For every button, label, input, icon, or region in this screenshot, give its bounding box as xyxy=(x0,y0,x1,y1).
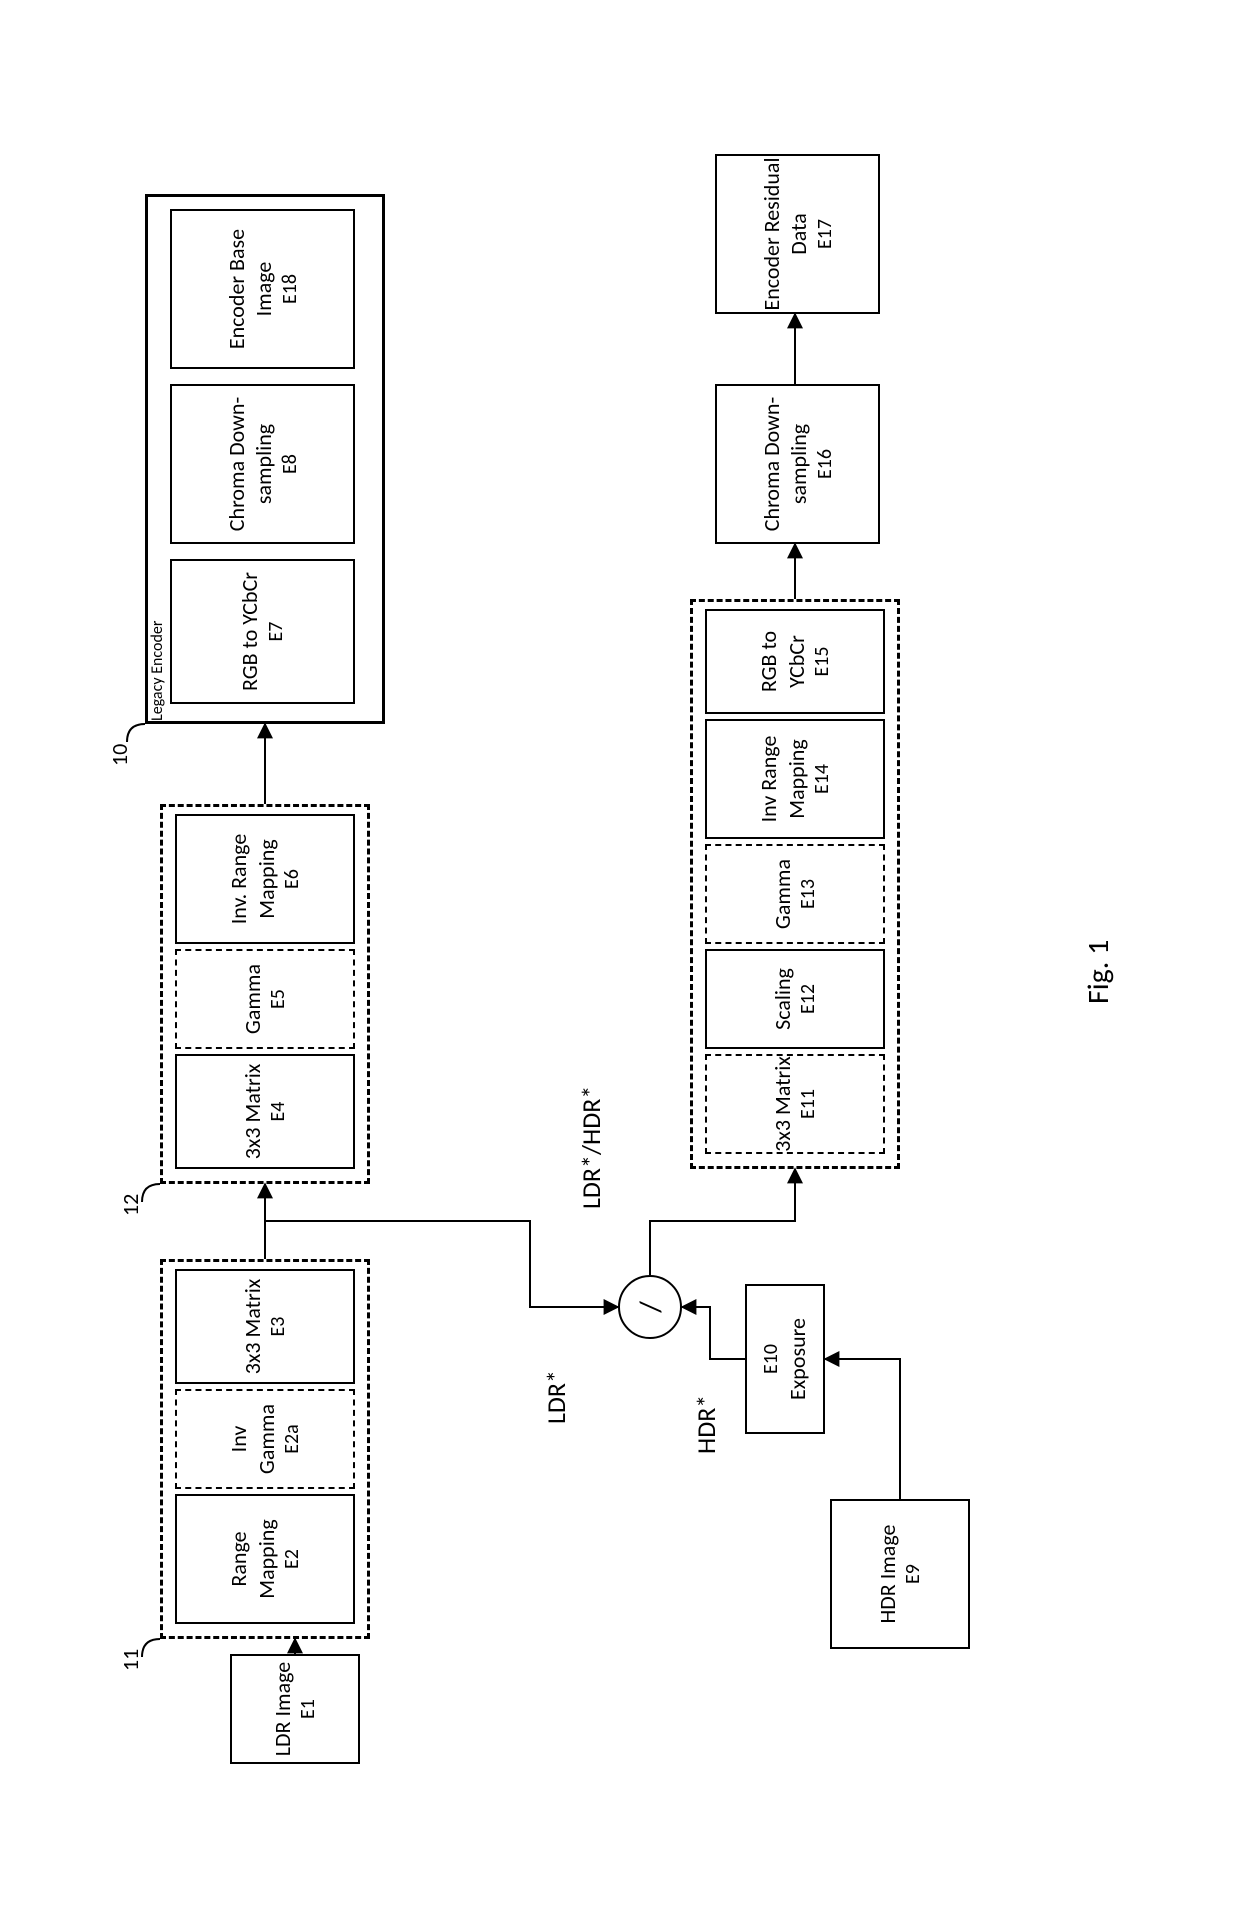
box-E11: 3x3 Matrix E11 xyxy=(705,1054,885,1154)
group-11-lead: 11 xyxy=(117,1648,144,1670)
box-E7: RGB to YCbCr E7 xyxy=(170,559,355,704)
figure-1-diagram: 11 12 10 Legacy Encoder LDR Image E1 Ran… xyxy=(90,104,1150,1804)
box-E2a: Inv Gamma E2a xyxy=(175,1389,355,1489)
box-E13-title: Gamma xyxy=(769,858,797,928)
box-E2-title: Range Mapping xyxy=(225,1496,280,1622)
box-E11-sub: E11 xyxy=(796,1088,821,1118)
box-E2a-title: Inv Gamma xyxy=(225,1391,280,1487)
box-E13: Gamma E13 xyxy=(705,844,885,944)
group-10-lead: 10 xyxy=(106,743,133,765)
box-E7-sub: E7 xyxy=(264,621,289,641)
box-E12-sub: E12 xyxy=(796,983,821,1013)
label-hdr-star: HDR* xyxy=(690,1394,722,1453)
box-E12-title: Scaling xyxy=(769,968,797,1030)
box-E9-sub: E9 xyxy=(901,1564,926,1584)
box-E6: Inv. Range Mapping E6 xyxy=(175,814,355,944)
box-E13-sub: E13 xyxy=(796,878,821,908)
divide-op: / xyxy=(632,1301,669,1313)
box-E14-sub: E14 xyxy=(810,763,835,793)
box-E16-sub: E16 xyxy=(813,448,838,478)
box-E10-title: Exposure xyxy=(784,1318,812,1400)
box-E6-title: Inv. Range Mapping xyxy=(225,816,280,942)
group-12-lead: 12 xyxy=(117,1193,144,1215)
box-E8-sub: E8 xyxy=(278,454,303,474)
box-E5: Gamma E5 xyxy=(175,949,355,1049)
box-E15-sub: E15 xyxy=(810,646,835,676)
label-ldr-star: LDR* xyxy=(540,1370,572,1424)
box-E16: Chroma Down-sampling E16 xyxy=(715,384,880,544)
box-E2-sub: E2 xyxy=(280,1549,305,1569)
box-E10: E10 Exposure xyxy=(745,1284,825,1434)
box-E4: 3x3 Matrix E4 xyxy=(175,1054,355,1169)
box-E5-sub: E5 xyxy=(266,989,291,1009)
box-E1: LDR Image E1 xyxy=(230,1654,360,1764)
box-E2: Range Mapping E2 xyxy=(175,1494,355,1624)
box-E12: Scaling E12 xyxy=(705,949,885,1049)
box-E10-sub: E10 xyxy=(759,1343,784,1373)
box-E6-sub: E6 xyxy=(280,869,305,889)
box-E7-title: RGB to YCbCr xyxy=(236,572,264,691)
box-E17-sub: E17 xyxy=(813,218,838,248)
box-E3-title: 3x3 Matrix xyxy=(239,1278,267,1374)
box-E3-sub: E3 xyxy=(266,1316,291,1336)
box-E18-sub: E18 xyxy=(278,273,303,303)
box-E15-title: RGB to YCbCr xyxy=(755,611,810,712)
box-E1-title: LDR Image xyxy=(269,1661,297,1755)
group-10-label: Legacy Encoder xyxy=(148,620,167,720)
divide-circle: / xyxy=(618,1275,682,1339)
box-E9: HDR Image E9 xyxy=(830,1499,970,1649)
box-E14-title: Inv Range Mapping xyxy=(755,721,810,837)
box-E18: Encoder Base Image E18 xyxy=(170,209,355,369)
box-E4-title: 3x3 Matrix xyxy=(239,1063,267,1159)
label-ratio: LDR*/HDR* xyxy=(575,1085,607,1208)
box-E14: Inv Range Mapping E14 xyxy=(705,719,885,839)
box-E17: Encoder Residual Data E17 xyxy=(715,154,880,314)
box-E18-title: Encoder Base Image xyxy=(223,211,278,367)
box-E16-title: Chroma Down-sampling xyxy=(758,386,813,542)
box-E2a-sub: E2a xyxy=(280,1424,305,1453)
box-E15: RGB to YCbCr E15 xyxy=(705,609,885,714)
box-E11-title: 3x3 Matrix xyxy=(769,1056,797,1152)
box-E4-sub: E4 xyxy=(266,1101,291,1121)
figure-label: Fig. 1 xyxy=(1080,939,1117,1003)
box-E8: Chroma Down-sampling E8 xyxy=(170,384,355,544)
box-E9-title: HDR Image xyxy=(874,1524,902,1623)
box-E3: 3x3 Matrix E3 xyxy=(175,1269,355,1384)
box-E1-sub: E1 xyxy=(296,1699,321,1719)
box-E8-title: Chroma Down-sampling xyxy=(223,386,278,542)
box-E5-title: Gamma xyxy=(239,963,267,1033)
box-E17-title: Encoder Residual Data xyxy=(758,156,813,312)
